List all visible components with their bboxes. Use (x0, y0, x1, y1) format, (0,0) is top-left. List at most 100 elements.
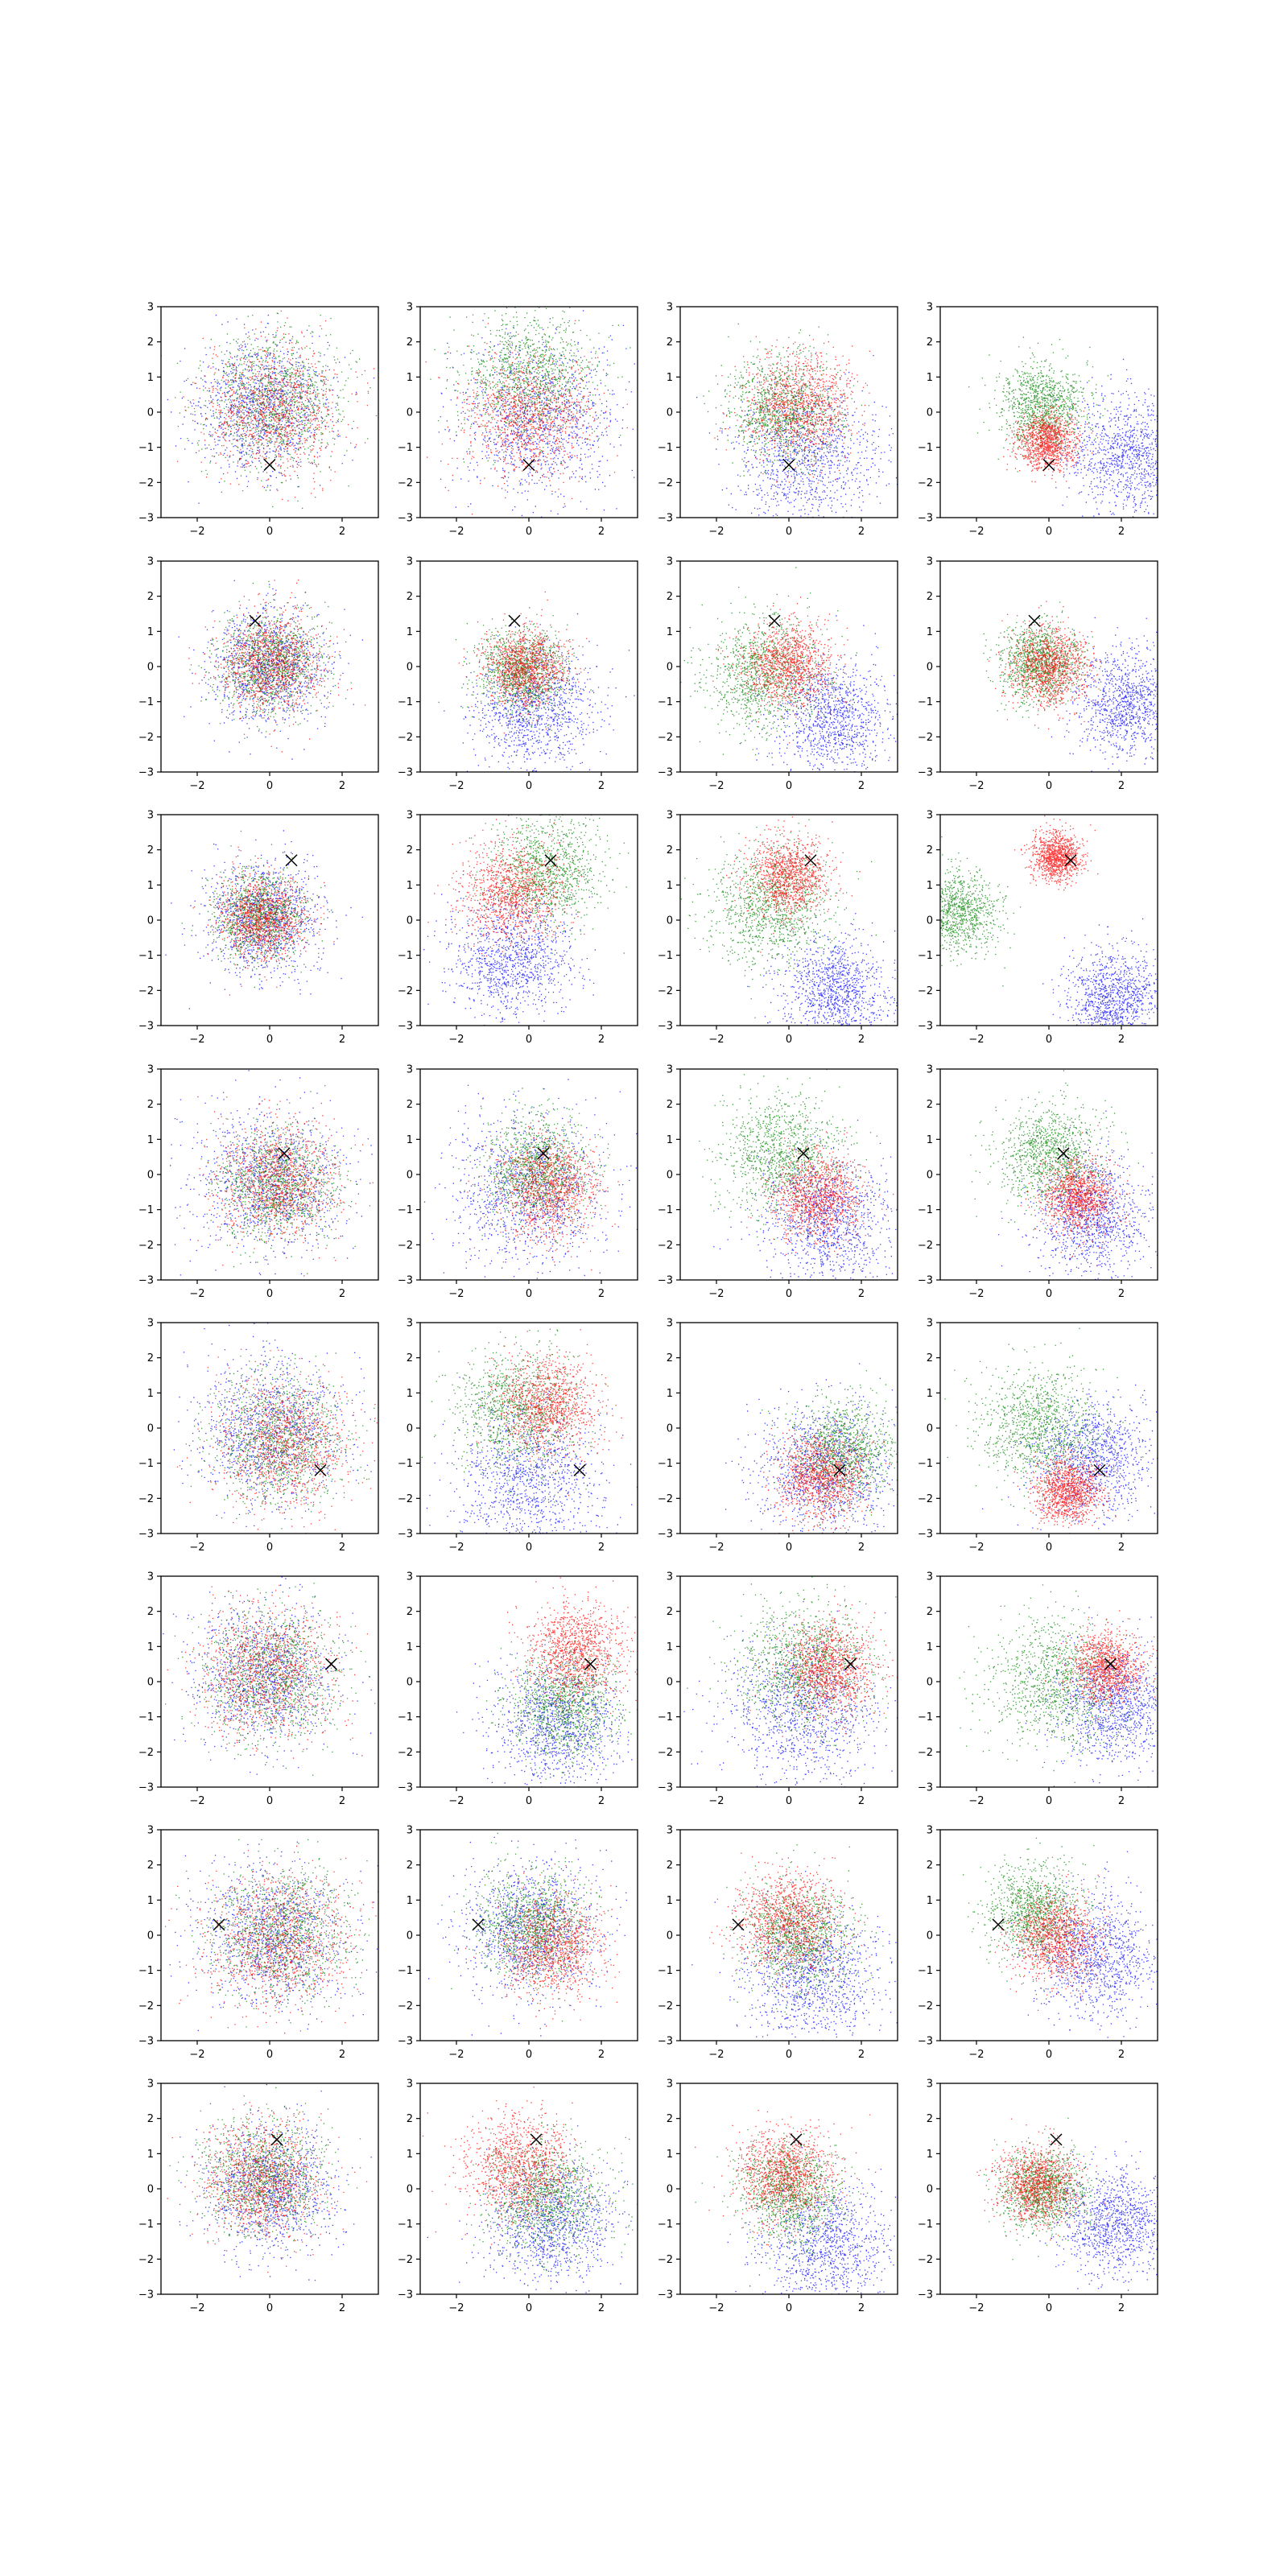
x-tick-label: 0 (786, 1795, 792, 1807)
y-tick-label: −2 (138, 477, 154, 489)
x-tick-label: 2 (1118, 526, 1125, 538)
y-tick-label: −1 (918, 696, 933, 708)
y-tick-label: 0 (147, 2184, 154, 2196)
y-tick-label: −1 (658, 1965, 673, 1977)
y-tick-label: 3 (147, 302, 154, 314)
y-tick-label: 2 (667, 1860, 673, 1872)
y-tick-label: −3 (918, 2289, 933, 2301)
y-tick-label: 2 (407, 1352, 413, 1364)
y-tick-label: 0 (407, 2184, 413, 2196)
y-tick-label: −3 (658, 513, 673, 525)
y-tick-label: −3 (658, 1529, 673, 1541)
x-tick-label: −2 (189, 780, 204, 792)
x-tick-label: 2 (858, 780, 865, 792)
y-tick-label: 3 (927, 1318, 933, 1330)
y-tick-label: −2 (918, 477, 933, 489)
x-tick-label: 2 (339, 780, 345, 792)
x-tick-label: 0 (1046, 1542, 1052, 1554)
y-tick-label: 2 (667, 591, 673, 603)
y-tick-label: 0 (407, 1677, 413, 1689)
y-tick-label: 2 (407, 336, 413, 349)
x-tick-label: −2 (189, 2302, 204, 2314)
y-tick-label: −3 (658, 1021, 673, 1033)
y-tick-label: −1 (138, 2219, 154, 2231)
y-tick-label: 0 (407, 662, 413, 674)
y-tick-label: 2 (927, 1860, 933, 1872)
y-tick-label: 1 (927, 2149, 933, 2161)
x-tick-label: 0 (526, 2302, 532, 2314)
y-tick-label: 0 (667, 1423, 673, 1435)
y-tick-label: −2 (658, 985, 673, 997)
x-tick-label: −2 (968, 1288, 984, 1300)
y-tick-label: −3 (138, 513, 154, 525)
y-tick-label: 2 (147, 591, 154, 603)
y-tick-label: 1 (667, 372, 673, 384)
x-tick-label: −2 (708, 526, 724, 538)
y-tick-label: −2 (658, 1240, 673, 1252)
y-tick-label: 1 (147, 2149, 154, 2161)
y-tick-label: 2 (927, 844, 933, 857)
y-tick-label: 0 (927, 2184, 933, 2196)
y-tick-label: 3 (667, 302, 673, 314)
y-tick-label: −1 (398, 1458, 413, 1470)
x-tick-label: 0 (526, 2049, 532, 2061)
y-tick-label: 3 (667, 1825, 673, 1837)
x-tick-label: −2 (708, 2302, 724, 2314)
y-tick-label: 3 (147, 556, 154, 568)
y-tick-label: −1 (918, 1965, 933, 1977)
y-tick-label: −3 (138, 2289, 154, 2301)
y-tick-label: 3 (407, 1318, 413, 1330)
x-tick-label: −2 (708, 780, 724, 792)
y-tick-label: 3 (147, 1318, 154, 1330)
x-tick-label: 0 (266, 1288, 273, 1300)
y-tick-label: 2 (407, 1860, 413, 1872)
y-tick-label: 0 (407, 1930, 413, 1942)
y-tick-label: 3 (667, 556, 673, 568)
y-tick-label: −3 (398, 767, 413, 779)
x-tick-label: 0 (786, 1288, 792, 1300)
x-tick-label: −2 (708, 1288, 724, 1300)
y-tick-label: 2 (927, 1099, 933, 1111)
y-tick-label: −2 (918, 2254, 933, 2266)
y-tick-label: −1 (658, 442, 673, 454)
y-tick-label: 3 (407, 810, 413, 822)
y-tick-label: −1 (398, 950, 413, 962)
x-tick-label: 2 (1118, 1288, 1125, 1300)
y-tick-label: 2 (667, 2113, 673, 2125)
y-tick-label: 2 (927, 591, 933, 603)
y-tick-label: 1 (407, 2149, 413, 2161)
y-tick-label: 1 (667, 1895, 673, 1907)
y-tick-label: 1 (407, 1134, 413, 1146)
y-tick-label: 0 (667, 2184, 673, 2196)
y-tick-label: −3 (398, 2289, 413, 2301)
x-tick-label: 2 (858, 1034, 865, 1046)
y-tick-label: 1 (667, 1134, 673, 1146)
x-tick-label: 0 (266, 2302, 273, 2314)
x-tick-label: 0 (1046, 526, 1052, 538)
x-tick-label: −2 (448, 1542, 464, 1554)
y-tick-label: 3 (667, 1064, 673, 1076)
y-tick-label: 0 (927, 407, 933, 419)
x-tick-label: 0 (786, 2302, 792, 2314)
y-tick-label: −3 (138, 2036, 154, 2048)
x-tick-label: 2 (858, 1542, 865, 1554)
x-tick-label: −2 (189, 1034, 204, 1046)
x-tick-label: 2 (858, 2302, 865, 2314)
x-tick-label: 0 (266, 526, 273, 538)
y-tick-label: −1 (918, 950, 933, 962)
x-tick-label: 2 (339, 1542, 345, 1554)
y-tick-label: −2 (658, 732, 673, 744)
y-tick-label: 3 (407, 1571, 413, 1583)
y-tick-label: 0 (927, 1930, 933, 1942)
y-tick-label: −1 (138, 1458, 154, 1470)
x-tick-label: −2 (968, 780, 984, 792)
y-tick-label: −3 (918, 767, 933, 779)
y-tick-label: −3 (658, 2289, 673, 2301)
x-tick-label: −2 (189, 1795, 204, 1807)
y-tick-label: −2 (138, 732, 154, 744)
y-tick-label: −2 (918, 732, 933, 744)
y-tick-label: 3 (407, 1064, 413, 1076)
y-tick-label: 2 (407, 1099, 413, 1111)
y-tick-label: −2 (658, 2000, 673, 2013)
